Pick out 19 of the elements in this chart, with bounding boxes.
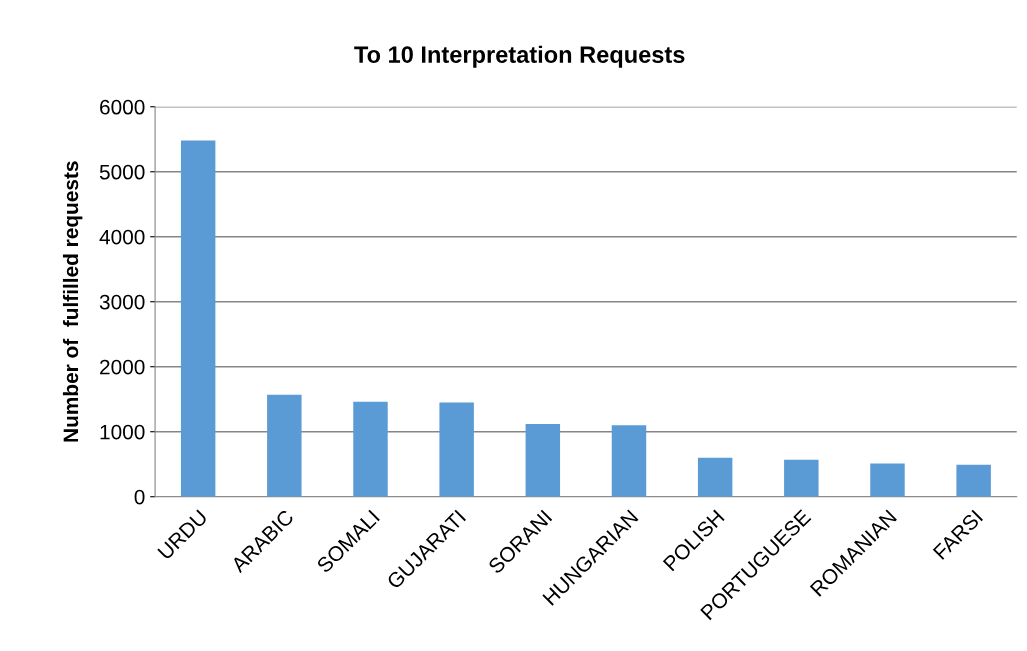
y-tick-label: 3000 bbox=[99, 294, 145, 310]
bar bbox=[697, 457, 733, 497]
bar bbox=[439, 402, 474, 497]
bar bbox=[525, 423, 561, 497]
bar bbox=[353, 401, 388, 497]
y-tick-label: 4000 bbox=[99, 229, 145, 245]
bar bbox=[611, 425, 647, 497]
bar bbox=[267, 394, 302, 497]
y-tick-label: 6000 bbox=[100, 99, 145, 115]
bar bbox=[784, 459, 819, 497]
bar bbox=[870, 463, 905, 497]
y-tick-label: 2000 bbox=[100, 359, 145, 375]
bar bbox=[956, 464, 991, 497]
y-tick-label: 5000 bbox=[99, 164, 145, 180]
y-tick-label: 0 bbox=[134, 489, 145, 505]
y-axis-title: Number of fulfilled requests bbox=[62, 161, 83, 442]
y-tick-label: 1000 bbox=[100, 424, 145, 440]
bar bbox=[180, 140, 216, 497]
chart-title: To 10 Interpretation Requests bbox=[354, 45, 685, 68]
